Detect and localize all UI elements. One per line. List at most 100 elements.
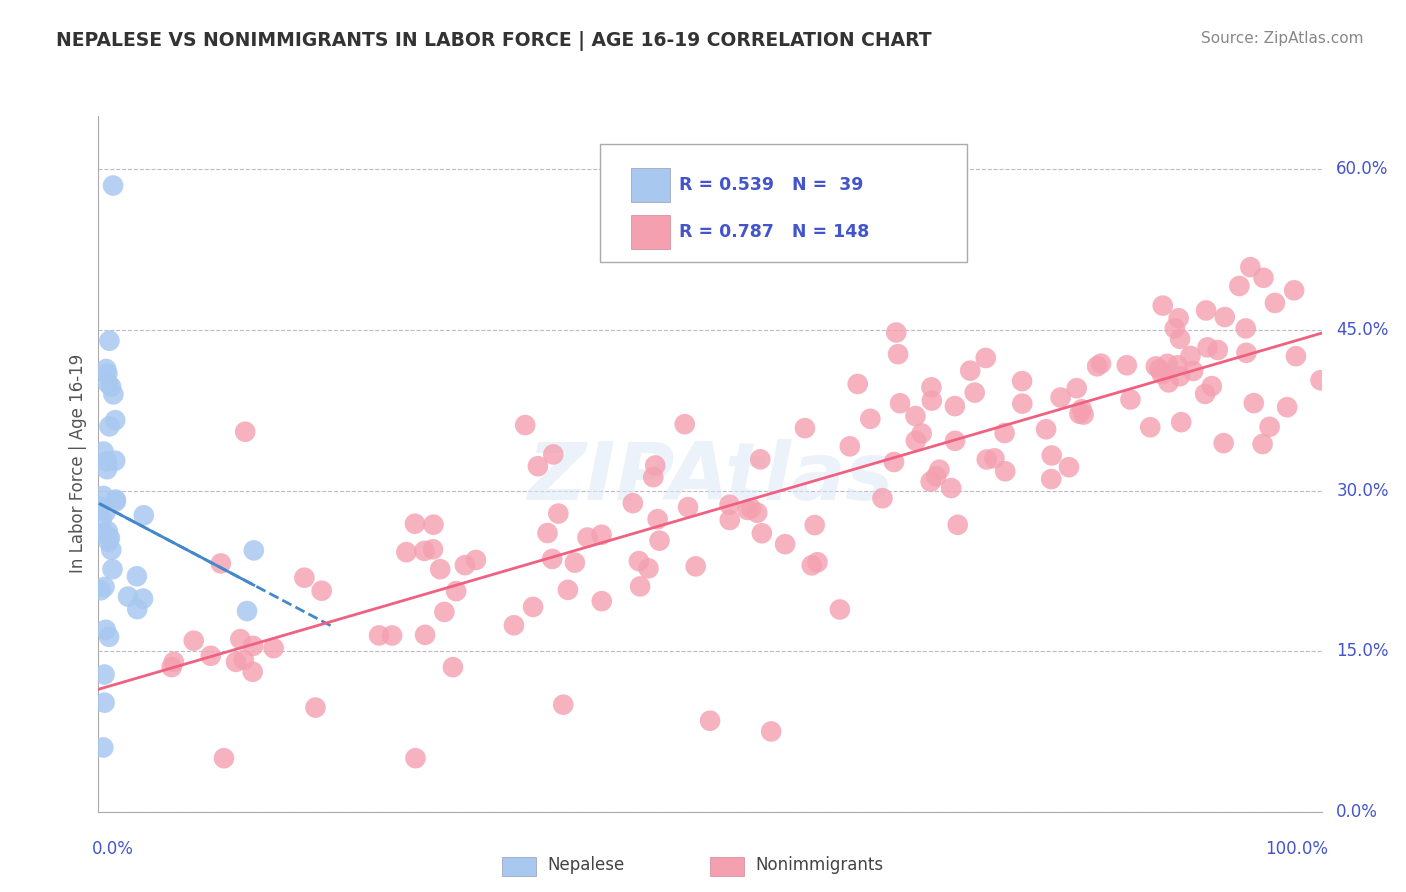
Point — [994, 425, 1017, 440]
Point — [90, 583, 112, 598]
Point — [1195, 303, 1218, 318]
Point — [236, 604, 259, 618]
Point — [1066, 381, 1088, 395]
Point — [1073, 408, 1095, 422]
Point — [125, 569, 148, 583]
Point — [93, 580, 115, 594]
Point — [413, 544, 436, 558]
Point — [846, 376, 869, 391]
Point — [591, 528, 613, 542]
Point — [628, 579, 651, 593]
Point — [89, 500, 111, 514]
Point — [209, 557, 232, 571]
Point — [928, 463, 950, 477]
Point — [557, 582, 579, 597]
Text: Nonimmigrants: Nonimmigrants — [755, 856, 883, 874]
Point — [100, 380, 122, 394]
Point — [959, 364, 981, 378]
Point — [527, 459, 550, 474]
Point — [90, 512, 112, 526]
Point — [98, 531, 121, 545]
Point — [553, 698, 575, 712]
Point — [98, 419, 121, 434]
Bar — [630, 168, 669, 202]
Point — [1201, 379, 1223, 393]
Point — [637, 561, 659, 575]
Point — [183, 633, 205, 648]
Point — [648, 533, 671, 548]
Point — [643, 470, 665, 484]
Point — [1167, 359, 1189, 373]
Point — [1168, 332, 1191, 346]
Point — [751, 526, 773, 541]
Point — [1258, 419, 1281, 434]
Point — [1234, 321, 1257, 335]
Point — [94, 623, 117, 637]
Point — [404, 516, 426, 531]
Point — [1170, 415, 1192, 429]
Point — [104, 494, 127, 508]
Point — [163, 655, 186, 669]
Point — [1285, 349, 1308, 363]
Point — [96, 462, 118, 476]
Point — [747, 506, 769, 520]
Point — [263, 641, 285, 656]
Point — [1164, 321, 1187, 335]
FancyBboxPatch shape — [600, 144, 967, 262]
Point — [242, 639, 264, 653]
Point — [564, 556, 586, 570]
Point — [591, 594, 613, 608]
Point — [96, 367, 118, 381]
Text: NEPALESE VS NONIMMIGRANTS IN LABOR FORCE | AGE 16-19 CORRELATION CHART: NEPALESE VS NONIMMIGRANTS IN LABOR FORCE… — [56, 31, 932, 51]
Text: 30.0%: 30.0% — [1336, 482, 1389, 500]
Point — [621, 496, 644, 510]
Point — [229, 632, 252, 646]
Point — [547, 507, 569, 521]
Point — [429, 562, 451, 576]
Point — [838, 439, 860, 453]
Bar — [502, 857, 536, 877]
Point — [925, 469, 948, 483]
Point — [718, 513, 741, 527]
Point — [1167, 311, 1189, 326]
Point — [422, 517, 444, 532]
Point — [515, 418, 537, 433]
Point — [413, 628, 436, 642]
Point — [1213, 310, 1236, 324]
Point — [627, 554, 650, 568]
Point — [737, 503, 759, 517]
Point — [946, 517, 969, 532]
Point — [405, 751, 427, 765]
Point — [93, 667, 115, 681]
Text: R = 0.787   N = 148: R = 0.787 N = 148 — [679, 223, 870, 241]
Point — [806, 555, 828, 569]
Point — [1085, 359, 1108, 374]
Text: R = 0.539   N =  39: R = 0.539 N = 39 — [679, 176, 863, 194]
Point — [740, 501, 762, 516]
Point — [1011, 396, 1033, 410]
Point — [1157, 376, 1180, 390]
Point — [761, 724, 783, 739]
Point — [749, 452, 772, 467]
Point — [304, 700, 326, 714]
Point — [1144, 359, 1167, 374]
Point — [541, 552, 564, 566]
Point — [685, 559, 707, 574]
Point — [117, 590, 139, 604]
Bar — [710, 857, 744, 877]
Point — [943, 434, 966, 448]
Point — [1253, 270, 1275, 285]
Text: Nepalese: Nepalese — [547, 856, 624, 874]
Point — [1309, 373, 1331, 387]
Point — [1049, 391, 1071, 405]
Point — [983, 451, 1005, 466]
Point — [1035, 422, 1057, 436]
Point — [1168, 369, 1191, 384]
Point — [91, 489, 114, 503]
Point — [718, 498, 741, 512]
Point — [773, 537, 796, 551]
Point — [103, 387, 125, 401]
Point — [91, 740, 114, 755]
Point — [97, 534, 120, 549]
Point — [94, 505, 117, 519]
